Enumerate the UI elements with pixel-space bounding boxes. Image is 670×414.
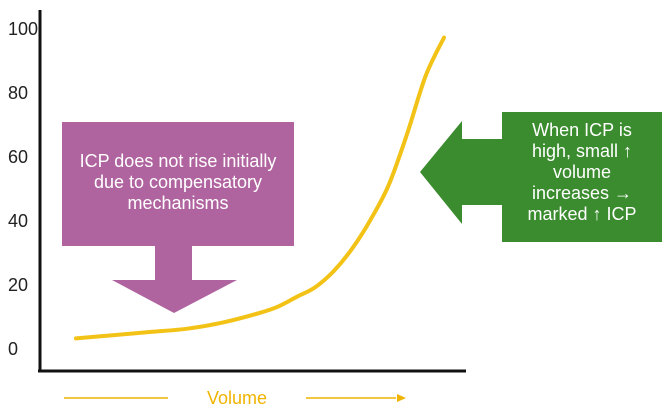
left-arrow xyxy=(420,121,502,224)
y-tick-label: 0 xyxy=(8,339,18,359)
y-tick-label: 100 xyxy=(8,19,38,39)
x-axis-title: Volume xyxy=(207,388,267,408)
x-axis-label: Volume xyxy=(64,388,406,408)
high-icp-annotation xyxy=(420,112,662,242)
high-icp-text: When ICP is high, small ↑ volume increas… xyxy=(527,120,637,224)
y-tick-label: 40 xyxy=(8,211,28,231)
y-tick-label: 20 xyxy=(8,275,28,295)
y-tick-labels: 0 20 40 60 80 100 xyxy=(8,19,38,359)
compensatory-annotation xyxy=(62,122,294,313)
high-icp-box xyxy=(502,112,662,242)
down-arrow xyxy=(112,246,237,313)
y-tick-label: 80 xyxy=(8,83,28,103)
x-label-arrowhead xyxy=(397,394,406,402)
compensatory-box xyxy=(62,122,294,246)
series-line-icp xyxy=(74,35,446,341)
compensatory-text: ICP does not rise initially due to compe… xyxy=(79,151,277,213)
y-tick-label: 60 xyxy=(8,147,28,167)
